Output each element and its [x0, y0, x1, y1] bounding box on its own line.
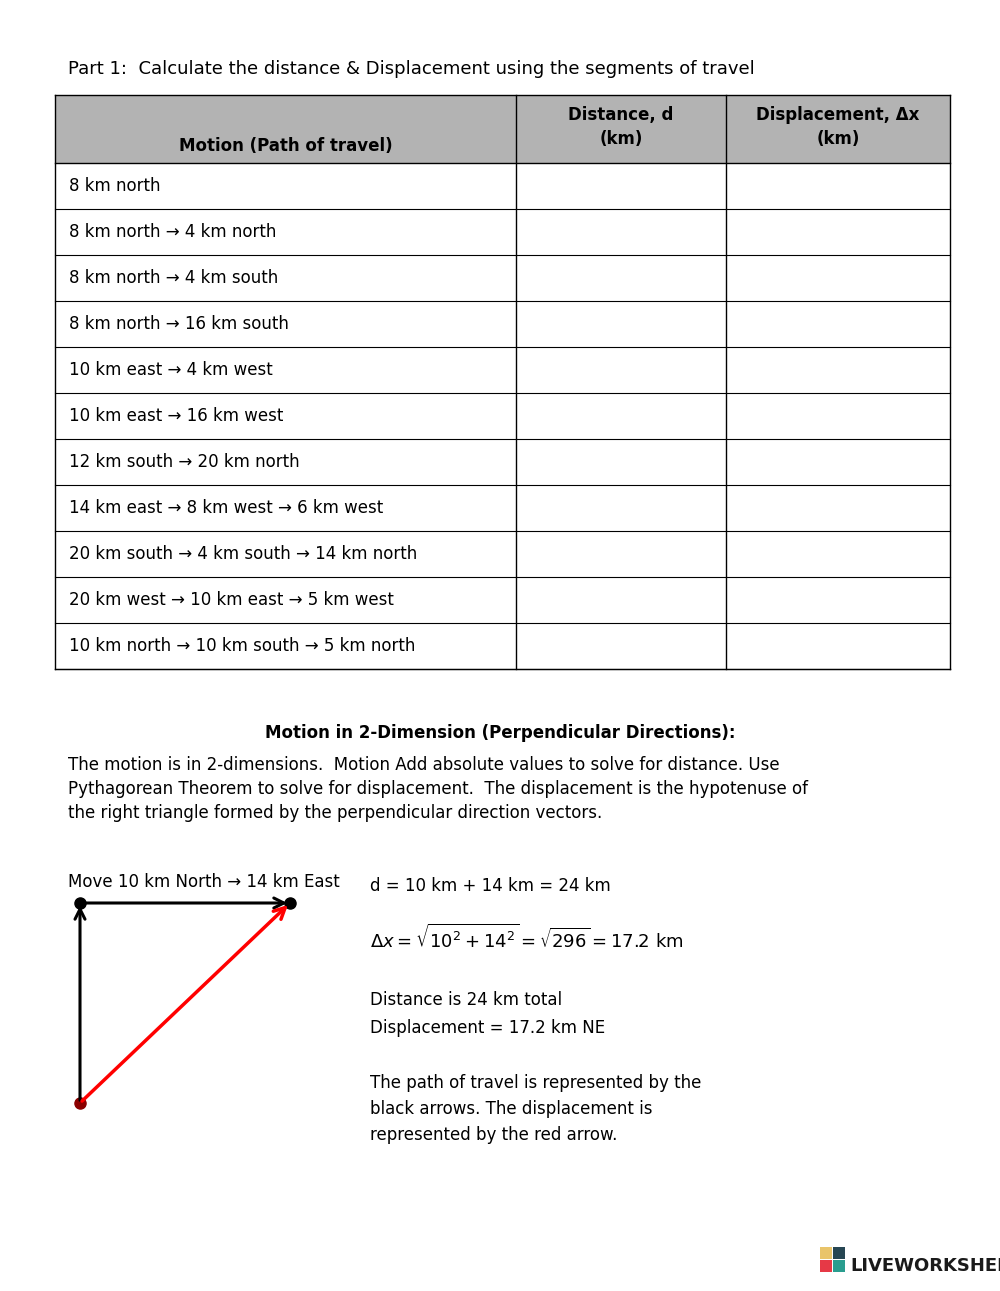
Text: Displacement = 17.2 km NE: Displacement = 17.2 km NE [370, 1019, 605, 1037]
Text: LIVEWORKSHEETS: LIVEWORKSHEETS [850, 1257, 1000, 1276]
Text: d = 10 km + 14 km = 24 km: d = 10 km + 14 km = 24 km [370, 877, 611, 895]
Bar [55, 96, 950, 163]
Text: 10 km east → 16 km west: 10 km east → 16 km west [69, 407, 283, 425]
Text: black arrows. The displacement is: black arrows. The displacement is [370, 1100, 652, 1118]
Text: Motion in 2-Dimension (Perpendicular Directions):: Motion in 2-Dimension (Perpendicular Dir… [265, 724, 735, 742]
Text: 20 km south → 4 km south → 14 km north: 20 km south → 4 km south → 14 km north [69, 545, 417, 563]
Text: 8 km north: 8 km north [69, 177, 160, 195]
Text: 10 km east → 4 km west: 10 km east → 4 km west [69, 361, 273, 380]
Bar [820, 1260, 832, 1272]
Text: Motion (Path of travel): Motion (Path of travel) [179, 137, 392, 155]
Text: represented by the red arrow.: represented by the red arrow. [370, 1126, 617, 1144]
Text: Distance, d
(km): Distance, d (km) [568, 106, 674, 147]
Bar [833, 1260, 845, 1272]
Text: 10 km north → 10 km south → 5 km north: 10 km north → 10 km south → 5 km north [69, 636, 415, 655]
Text: 14 km east → 8 km west → 6 km west: 14 km east → 8 km west → 6 km west [69, 500, 383, 516]
Bar [833, 1247, 845, 1259]
Text: Pythagorean Theorem to solve for displacement.  The displacement is the hypotenu: Pythagorean Theorem to solve for displac… [68, 780, 808, 798]
Text: 8 km north → 4 km north: 8 km north → 4 km north [69, 223, 276, 241]
Text: Move 10 km North → 14 km East: Move 10 km North → 14 km East [68, 873, 340, 891]
Text: Part 1:  Calculate the distance & Displacement using the segments of travel: Part 1: Calculate the distance & Displac… [68, 59, 755, 77]
Text: 20 km west → 10 km east → 5 km west: 20 km west → 10 km east → 5 km west [69, 591, 394, 609]
Text: The motion is in 2-dimensions.  Motion Add absolute values to solve for distance: The motion is in 2-dimensions. Motion Ad… [68, 757, 780, 775]
Bar [820, 1247, 832, 1259]
Text: The path of travel is represented by the: The path of travel is represented by the [370, 1074, 701, 1092]
Text: $\Delta x = \sqrt{10^2 + 14^2} = \sqrt{296} = 17.2\ \mathrm{km}$: $\Delta x = \sqrt{10^2 + 14^2} = \sqrt{2… [370, 923, 683, 951]
Text: Distance is 24 km total: Distance is 24 km total [370, 991, 562, 1010]
Text: 8 km north → 16 km south: 8 km north → 16 km south [69, 315, 289, 333]
Text: the right triangle formed by the perpendicular direction vectors.: the right triangle formed by the perpend… [68, 804, 602, 822]
Text: Displacement, Δx
(km): Displacement, Δx (km) [756, 106, 920, 147]
Text: 12 km south → 20 km north: 12 km south → 20 km north [69, 453, 300, 471]
Text: 8 km north → 4 km south: 8 km north → 4 km south [69, 269, 278, 287]
